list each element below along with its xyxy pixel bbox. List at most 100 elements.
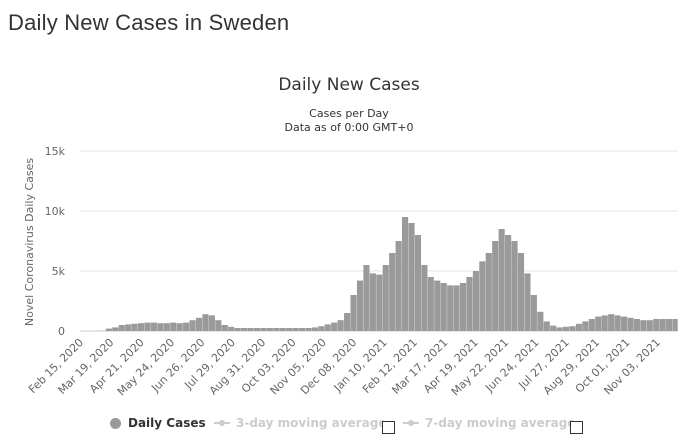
daily-cases-bar: [505, 235, 512, 331]
daily-cases-bar: [118, 325, 125, 331]
daily-cases-bar: [356, 280, 364, 331]
page-title: Daily New Cases in Sweden: [8, 10, 290, 35]
daily-cases-bar: [170, 322, 177, 331]
daily-cases-bar: [633, 319, 640, 331]
legend: Daily Cases 3-day moving average 7-day m…: [0, 414, 700, 438]
daily-cases-bar: [569, 326, 576, 331]
legend-item-daily-cases[interactable]: Daily Cases: [110, 416, 206, 430]
daily-cases-bar: [228, 326, 235, 331]
daily-cases-bar: [485, 253, 492, 331]
daily-cases-bar: [595, 316, 602, 331]
daily-cases-bar: [550, 325, 557, 331]
daily-cases-bar: [459, 283, 467, 331]
daily-cases-bar: [221, 325, 228, 331]
checkbox-3day-average[interactable]: [382, 421, 395, 434]
daily-cases-bar: [556, 327, 563, 331]
daily-cases-bar: [402, 217, 409, 331]
legend-label-daily-cases: Daily Cases: [128, 416, 206, 430]
daily-cases-bar: [601, 315, 608, 331]
daily-cases-bar: [163, 323, 170, 331]
daily-cases-bar: [253, 328, 261, 331]
daily-cases-bar: [395, 241, 402, 331]
daily-cases-bar: [466, 277, 473, 331]
daily-cases-bar: [414, 235, 422, 331]
daily-cases-bar: [331, 322, 338, 331]
daily-cases-bar: [183, 322, 190, 331]
line-marker-icon: [214, 420, 230, 426]
chart-subtitle-line1: Cases per Day: [309, 107, 389, 120]
daily-cases-bar: [131, 323, 138, 331]
daily-cases-bar: [498, 229, 505, 331]
daily-cases-bar: [363, 265, 370, 331]
daily-cases-bar: [575, 323, 583, 331]
legend-label-3day-average: 3-day moving average: [236, 416, 387, 430]
daily-cases-marker-icon: [110, 417, 121, 429]
daily-cases-bar: [608, 314, 615, 331]
daily-cases-bar: [588, 319, 595, 331]
daily-cases-bar: [453, 285, 460, 331]
legend-item-3day-average[interactable]: 3-day moving average: [214, 416, 386, 430]
daily-cases-bar: [266, 328, 273, 331]
y-tick-label: 5k: [52, 265, 66, 278]
y-tick-label: 15k: [45, 145, 66, 158]
y-axis-ticks: 0 5k 10k 15k: [45, 145, 66, 338]
daily-cases-bar: [563, 326, 570, 331]
daily-cases-bar: [614, 315, 621, 331]
daily-cases-bar: [318, 326, 325, 331]
daily-cases-bar: [479, 261, 486, 331]
daily-cases-bar: [305, 328, 312, 331]
legend-label-7day-average: 7-day moving average: [425, 416, 576, 430]
legend-item-7day-average[interactable]: 7-day moving average: [403, 416, 575, 430]
daily-cases-bar: [344, 313, 351, 331]
daily-cases-bar: [150, 322, 157, 331]
daily-cases-bar: [144, 322, 151, 331]
daily-cases-bar: [620, 316, 628, 331]
daily-cases-bar: [176, 323, 183, 331]
chart-title: Daily New Cases: [278, 75, 420, 95]
y-axis-title: Novel Coronavirus Daily Cases: [23, 158, 36, 326]
daily-cases-bar: [511, 241, 518, 331]
daily-cases-bar: [408, 223, 415, 331]
daily-cases-bar: [286, 328, 293, 331]
daily-cases-bar: [627, 317, 634, 331]
daily-cases-bar: [195, 317, 203, 331]
checkbox-7day-average[interactable]: [570, 421, 583, 434]
daily-cases-bar: [189, 320, 196, 331]
y-tick-label: 0: [58, 325, 65, 338]
daily-cases-bar: [208, 315, 215, 331]
bars: [99, 217, 678, 331]
line-marker-icon: [403, 420, 419, 426]
daily-cases-bar: [582, 321, 589, 331]
daily-cases-bar: [279, 328, 286, 331]
daily-cases-bar: [292, 328, 299, 331]
daily-cases-bar: [389, 253, 396, 331]
daily-cases-bar: [646, 320, 653, 331]
daily-cases-bar: [125, 324, 132, 331]
daily-cases-bar: [215, 320, 222, 331]
daily-cases-bar: [105, 328, 112, 331]
daily-cases-bar: [421, 265, 428, 331]
daily-cases-bar: [247, 328, 254, 331]
daily-cases-bar: [324, 324, 331, 331]
daily-cases-bar: [369, 273, 376, 331]
daily-cases-bar: [241, 328, 248, 331]
chart-subtitle-line2: Data as of 0:00 GMT+0: [285, 121, 414, 134]
daily-cases-bar: [543, 321, 550, 331]
daily-cases-bar: [440, 283, 447, 331]
daily-cases-bar: [112, 327, 119, 331]
daily-cases-bar: [524, 273, 531, 331]
daily-cases-bar: [653, 319, 660, 331]
y-tick-label: 10k: [45, 205, 66, 218]
daily-cases-bar: [472, 271, 479, 331]
daily-cases-bar: [234, 328, 241, 331]
daily-cases-bar: [350, 295, 357, 331]
daily-cases-bar: [273, 328, 280, 331]
daily-cases-bar: [530, 295, 537, 331]
daily-cases-bar: [434, 280, 441, 331]
daily-cases-bar: [137, 323, 145, 331]
daily-cases-bar: [298, 328, 306, 331]
daily-cases-bar: [492, 241, 499, 331]
daily-cases-bar: [537, 311, 544, 331]
